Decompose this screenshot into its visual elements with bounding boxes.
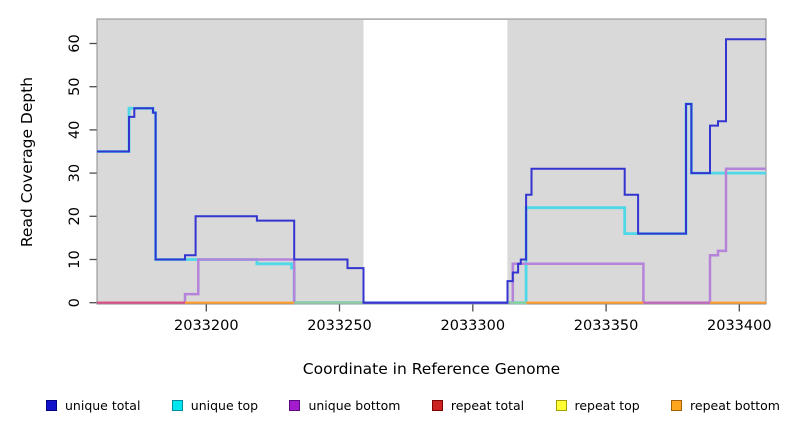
y-tick-label: 30 xyxy=(67,164,83,182)
legend-item-unique-total: unique total xyxy=(46,398,140,413)
x-axis-label: Coordinate in Reference Genome xyxy=(302,360,561,378)
y-tick-label: 10 xyxy=(67,250,83,268)
x-tick-label: 2033200 xyxy=(174,318,239,334)
y-tick-label: 40 xyxy=(67,121,83,139)
legend-label: unique bottom xyxy=(308,398,401,413)
y-tick-label: 20 xyxy=(67,207,83,225)
x-tick-label: 2033250 xyxy=(307,318,372,334)
repeat-bottom-swatch-icon xyxy=(671,400,683,411)
y-tick-label: 50 xyxy=(67,77,83,95)
unique-bottom-line xyxy=(97,167,766,304)
repeat-total-swatch-icon xyxy=(431,400,443,411)
series-lines xyxy=(97,38,766,305)
y-tick-label: 0 xyxy=(67,298,83,307)
legend-label: unique total xyxy=(65,398,141,413)
legend-label: repeat top xyxy=(574,398,640,413)
coverage-plot-canvas: 2033200 2033250 2033300 2033350 2033400 0 10 20… xyxy=(67,18,772,334)
y-axis-label: Read Coverage Depth xyxy=(18,76,36,248)
legend-item-repeat-total: repeat total xyxy=(431,398,525,413)
unique-bottom-swatch-icon xyxy=(289,400,301,411)
legend-label: unique top xyxy=(190,398,259,413)
repeat-top-swatch-icon xyxy=(555,400,567,411)
x-tick-label: 2033400 xyxy=(707,318,772,334)
unique-total-line xyxy=(97,38,766,304)
x-tick-label: 2033350 xyxy=(574,318,639,334)
y-tick-label: 60 xyxy=(67,34,83,52)
legend-item-unique-top: unique top xyxy=(171,398,259,413)
masked-region xyxy=(363,20,508,304)
legend-label: repeat total xyxy=(450,398,525,413)
legend-item-unique-bottom: unique bottom xyxy=(289,398,401,413)
legend-item-repeat-bottom: repeat bottom xyxy=(671,398,780,413)
x-tick-label: 2033300 xyxy=(441,318,506,334)
legend-label: repeat bottom xyxy=(690,398,780,413)
legend-item-repeat-top: repeat top xyxy=(555,398,640,413)
unique-top-swatch-icon xyxy=(171,400,183,411)
unique-total-swatch-icon xyxy=(46,400,57,411)
legend: unique total unique top unique bottom re… xyxy=(46,398,780,413)
